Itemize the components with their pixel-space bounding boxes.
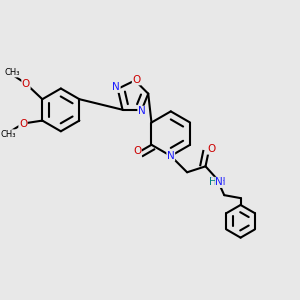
Text: N: N <box>112 82 120 92</box>
Text: NH: NH <box>210 177 226 188</box>
Text: N: N <box>167 151 175 161</box>
Text: O: O <box>19 118 27 129</box>
Text: N: N <box>138 106 146 116</box>
Text: N: N <box>215 177 223 188</box>
Text: O: O <box>22 79 30 89</box>
Text: CH₃: CH₃ <box>0 130 16 139</box>
Text: H: H <box>209 177 217 188</box>
Text: O: O <box>207 144 216 154</box>
Text: CH₃: CH₃ <box>5 68 20 77</box>
Text: O: O <box>133 146 141 156</box>
Text: O: O <box>132 75 141 85</box>
